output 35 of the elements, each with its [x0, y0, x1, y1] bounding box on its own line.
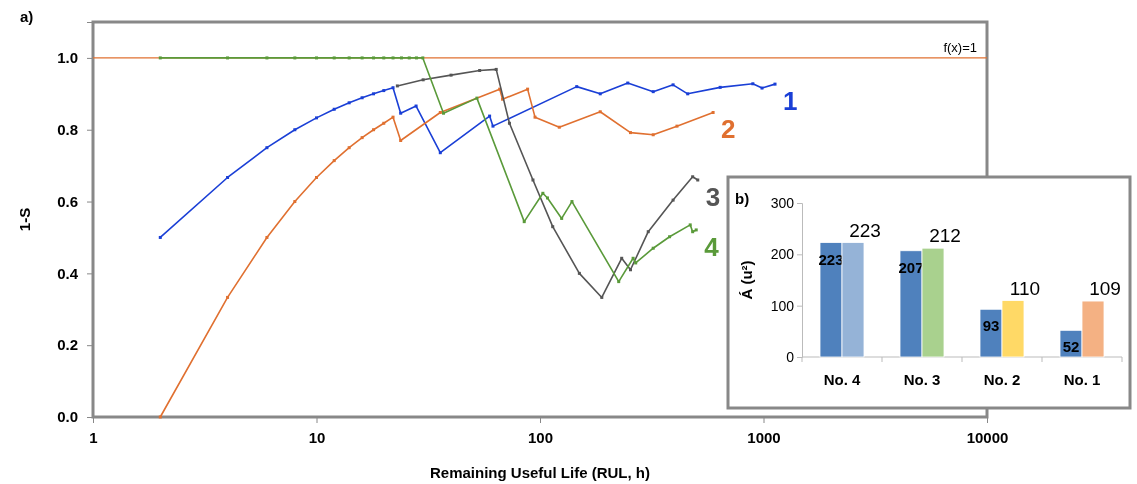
data-label: 223 — [849, 219, 881, 241]
data-label: 52 — [1062, 338, 1080, 356]
series-label: 3 — [705, 182, 721, 212]
x-tick-label: 1 — [89, 428, 98, 446]
y-tick-label: 0.6 — [57, 192, 78, 210]
data-label: 110 — [1009, 277, 1041, 299]
series-label: 1 — [783, 86, 798, 117]
y-axis-title: 1-S — [16, 207, 33, 232]
y-tick-label: 1.0 — [57, 49, 78, 67]
text: a) — [20, 8, 34, 25]
y-tick-label: 0.2 — [57, 336, 78, 354]
x-tick-label: 1000 — [747, 428, 781, 446]
ref-line-label: f(x)=1 — [943, 39, 977, 55]
x-tick-label: No. 4 — [823, 371, 861, 388]
x-tick-label: 10 — [308, 428, 326, 446]
series-label: 4 — [704, 231, 720, 262]
data-label: 109 — [1089, 278, 1121, 300]
x-axis-title: Remaining Useful Life (RUL, h) — [429, 464, 651, 481]
y-tick-label: 0.8 — [57, 121, 78, 139]
annotation: b) — [735, 190, 750, 207]
y-axis-title: Á (u²) — [738, 260, 755, 300]
y-tick-label: 100 — [770, 297, 795, 314]
x-tick-label: No. 3 — [903, 371, 941, 388]
x-tick-label: 10000 — [966, 428, 1009, 446]
x-tick-label: No. 1 — [1063, 371, 1101, 388]
y-tick-label: 0 — [786, 348, 795, 365]
data-label: 212 — [929, 225, 961, 247]
y-tick-label: 200 — [770, 246, 795, 263]
y-tick-label: 0.4 — [57, 264, 79, 282]
y-tick-label: 0.0 — [57, 408, 78, 426]
x-tick-label: No. 2 — [983, 371, 1021, 388]
x-tick-label: 100 — [527, 428, 554, 446]
series-label: 2 — [721, 114, 736, 145]
data-label: 93 — [982, 317, 1000, 335]
y-tick-label: 300 — [770, 194, 795, 211]
